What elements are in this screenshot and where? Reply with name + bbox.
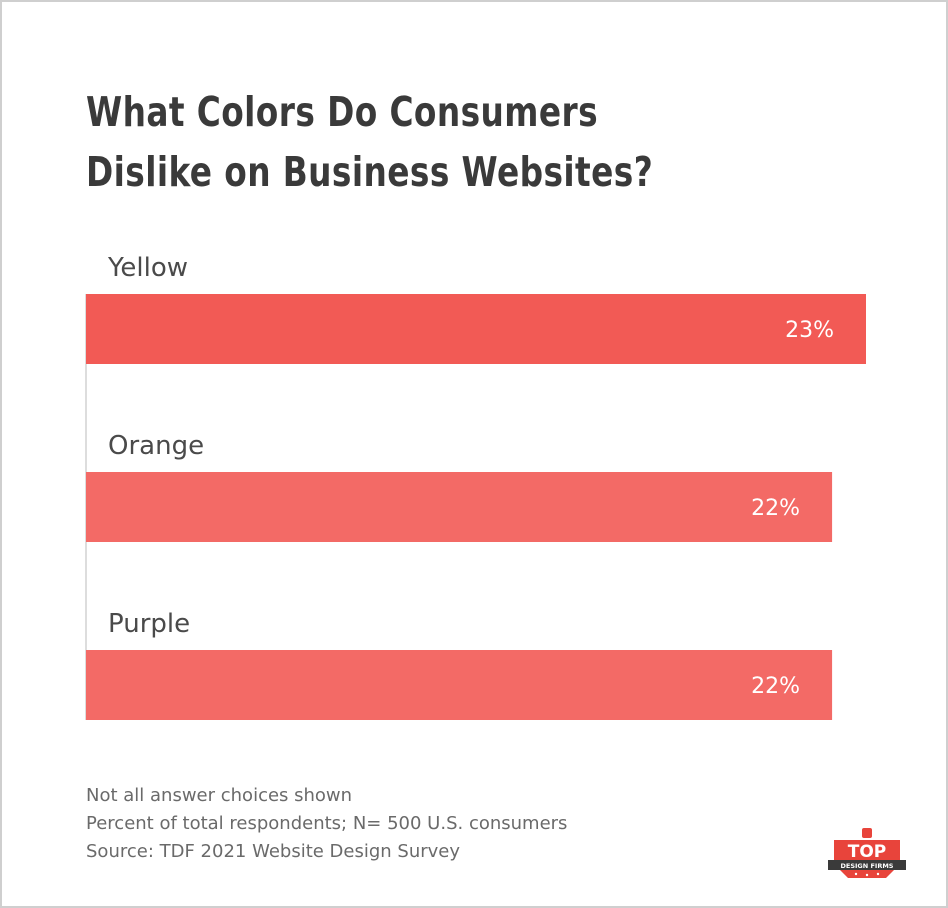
- value-label-purple: 22%: [751, 674, 800, 699]
- value-label-orange: 22%: [751, 496, 800, 521]
- top-design-firms-logo: TOP DESIGN FIRMS: [828, 828, 906, 878]
- category-label-yellow: Yellow: [107, 253, 188, 283]
- footnote-answer-choices: Not all answer choices shown: [86, 785, 353, 806]
- bar-orange: [86, 472, 833, 542]
- logo-bottom-text: DESIGN FIRMS: [841, 862, 894, 870]
- bar-yellow: [86, 294, 866, 364]
- category-label-purple: Purple: [108, 609, 190, 639]
- value-label-yellow: 23%: [785, 318, 834, 343]
- footnote-source: Source: TDF 2021 Website Design Survey: [86, 841, 461, 862]
- logo-top-text: TOP: [848, 842, 887, 862]
- bar-purple: [86, 650, 833, 720]
- chart-title: What Colors Do Consumers Dislike on Busi…: [86, 88, 654, 196]
- footnotes: Not all answer choices shown Percent of …: [86, 782, 567, 866]
- footnote-respondents: Percent of total respondents; N= 500 U.S…: [86, 813, 568, 834]
- category-label-orange: Orange: [108, 431, 204, 461]
- bar-chart: Yellow 23% Orange 22% Purple 22%: [85, 253, 866, 720]
